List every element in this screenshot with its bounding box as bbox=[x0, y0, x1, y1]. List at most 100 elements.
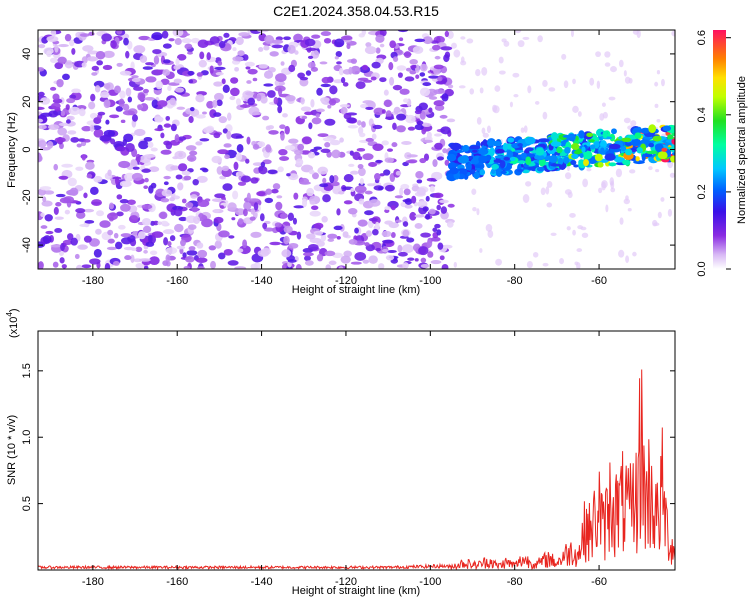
spectrogram-blob bbox=[262, 115, 270, 121]
spectrogram-blob bbox=[113, 232, 119, 239]
spectrogram-blob bbox=[315, 113, 321, 118]
signal-blob bbox=[614, 157, 626, 163]
spectrogram-blob bbox=[198, 213, 204, 219]
spectrogram-blob bbox=[204, 198, 211, 202]
spectrogram-blob bbox=[433, 64, 444, 70]
spectrogram-blob bbox=[414, 123, 424, 131]
spectrogram-blob bbox=[257, 141, 266, 148]
spectrogram-blob bbox=[154, 116, 164, 123]
spectrogram-blob bbox=[138, 35, 151, 41]
spectrogram-speckle bbox=[485, 223, 493, 232]
spectrogram-blob bbox=[58, 175, 69, 180]
spectrogram-blob bbox=[400, 183, 410, 190]
spectrogram-blob bbox=[301, 136, 312, 145]
spectrogram-blob bbox=[354, 185, 367, 193]
spectrogram-blob bbox=[414, 38, 426, 43]
spectrogram-blob bbox=[404, 76, 415, 82]
spectrogram-blob bbox=[436, 229, 442, 236]
spectrogram-blob bbox=[191, 206, 199, 213]
spectrogram-blob bbox=[195, 141, 203, 146]
spectrogram-blob bbox=[444, 159, 450, 166]
spectrogram-blob bbox=[56, 78, 64, 88]
signal-blob bbox=[671, 151, 675, 156]
spectrogram-blob bbox=[336, 235, 341, 240]
spectrogram-blob bbox=[316, 253, 324, 262]
spectrogram-blob bbox=[38, 153, 42, 162]
spectrogram-blob bbox=[217, 60, 223, 66]
spectrogram-blob bbox=[50, 244, 62, 248]
spectrogram-speckle bbox=[625, 255, 630, 264]
spectrogram-blob bbox=[222, 183, 233, 191]
spectrogram-blob bbox=[363, 79, 373, 83]
spectrogram-speckle bbox=[669, 172, 675, 178]
spectrogram-blob bbox=[180, 239, 186, 247]
spectrogram-blob bbox=[269, 51, 279, 57]
spectrogram-blob bbox=[202, 111, 207, 115]
spectrogram-blob bbox=[433, 100, 445, 107]
spectrogram-blob bbox=[346, 43, 351, 50]
snr-line bbox=[38, 369, 675, 570]
spectrogram-blob bbox=[94, 85, 101, 93]
spectrogram-blob bbox=[149, 256, 160, 266]
spectrogram-blob bbox=[103, 83, 111, 89]
spectrogram-blob bbox=[311, 34, 321, 39]
spectrogram-blob bbox=[335, 50, 343, 58]
spectrogram-blob bbox=[63, 196, 75, 203]
spectrogram-blob bbox=[76, 211, 86, 219]
spectrogram-speckle bbox=[509, 101, 513, 108]
spectrogram-blob bbox=[161, 30, 169, 39]
signal-blob bbox=[538, 157, 546, 167]
spectrogram-blob bbox=[135, 262, 145, 269]
spectrogram-blob bbox=[58, 250, 64, 256]
spectrogram-speckle bbox=[655, 168, 660, 173]
spectrogram-speckle bbox=[570, 30, 574, 38]
spectrogram-blob bbox=[364, 190, 373, 195]
spectrogram-blob bbox=[88, 31, 95, 37]
spectrogram-speckle bbox=[476, 208, 480, 216]
spectrogram-blob bbox=[274, 222, 282, 228]
spectrogram-blob bbox=[109, 114, 120, 119]
spectrogram-blob bbox=[107, 229, 114, 236]
spectrogram-blob bbox=[183, 175, 192, 181]
spectrogram-blob bbox=[313, 222, 324, 229]
spectrogram-speckle bbox=[661, 78, 665, 87]
spectrogram-blob bbox=[316, 240, 325, 247]
spectrogram-blob bbox=[151, 99, 159, 109]
spectrogram-blob bbox=[150, 182, 157, 189]
spectrogram-blob bbox=[273, 96, 279, 105]
spectrogram-blob bbox=[38, 91, 45, 97]
spectrogram-blob bbox=[338, 190, 345, 195]
signal-blob bbox=[622, 159, 631, 166]
spectrogram-blob bbox=[213, 112, 222, 117]
spectrogram-blob bbox=[260, 96, 268, 104]
spectrogram-blob bbox=[350, 261, 362, 265]
spectrogram-blob bbox=[153, 55, 160, 65]
spectrogram-blob bbox=[50, 57, 59, 63]
x-tick-label: -140 bbox=[251, 275, 273, 287]
spectrogram-blob bbox=[379, 173, 385, 177]
spectrogram-blob bbox=[302, 198, 308, 208]
spectrogram-speckle bbox=[460, 60, 467, 66]
signal-blob bbox=[667, 134, 674, 141]
spectrogram-blob bbox=[91, 65, 99, 71]
spectrogram-speckle bbox=[636, 30, 641, 39]
spectrogram-speckle bbox=[514, 30, 522, 34]
spectrogram-blob bbox=[155, 80, 163, 90]
spectrogram-blob bbox=[444, 30, 449, 38]
spectrogram-blob bbox=[406, 237, 415, 243]
spectrogram-blob bbox=[311, 205, 319, 210]
spectrogram-blob bbox=[417, 200, 428, 208]
spectrogram-blob bbox=[384, 220, 394, 225]
spectrogram-blob bbox=[228, 235, 235, 239]
spectrogram-blob bbox=[340, 77, 346, 84]
signal-blob bbox=[446, 153, 457, 162]
spectrogram-blob bbox=[242, 208, 248, 217]
y-tick-label: -20 bbox=[21, 189, 33, 205]
spectrogram-speckle bbox=[605, 204, 609, 213]
spectrogram-blob bbox=[409, 211, 417, 221]
spectrogram-speckle bbox=[623, 198, 630, 205]
spectrogram-blob bbox=[83, 138, 91, 143]
spectrogram-blob bbox=[191, 37, 200, 44]
spectrogram-speckle bbox=[660, 197, 665, 202]
spectrogram-blob bbox=[306, 187, 315, 197]
